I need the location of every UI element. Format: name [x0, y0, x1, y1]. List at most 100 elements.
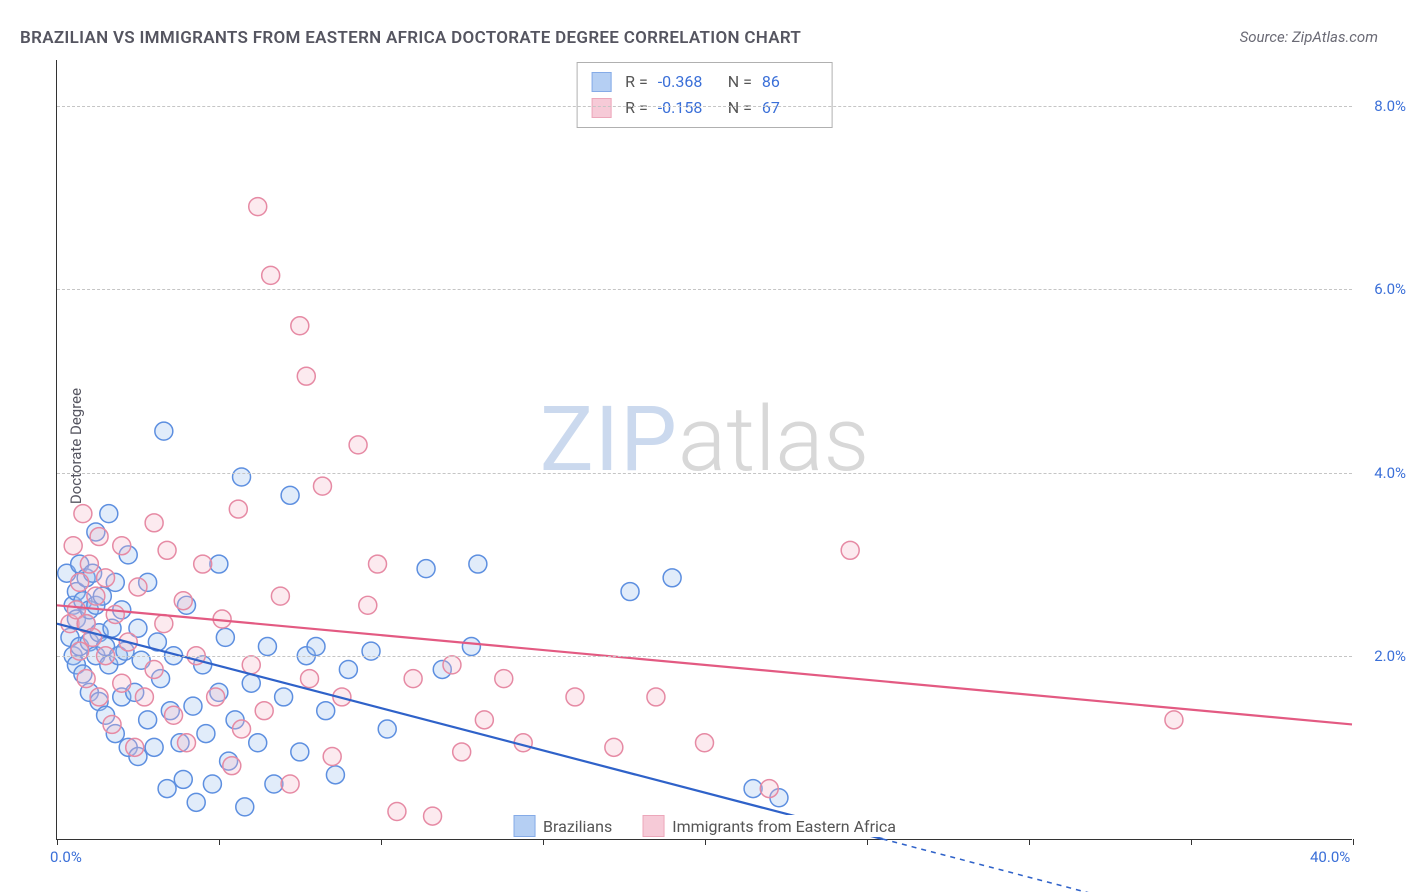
stats-row-series-0: R = -0.368 N = 86	[591, 69, 818, 95]
x-tick	[219, 839, 220, 845]
scatter-point	[317, 702, 335, 720]
scatter-point	[417, 560, 435, 578]
scatter-point	[233, 720, 251, 738]
scatter-point	[326, 766, 344, 784]
scatter-point	[760, 780, 778, 798]
scatter-point	[223, 757, 241, 775]
scatter-point	[462, 638, 480, 656]
chart-source: Source: ZipAtlas.com	[1240, 28, 1378, 46]
r-label-1: R =	[625, 95, 648, 121]
scatter-point	[349, 436, 367, 454]
scatter-point	[145, 660, 163, 678]
scatter-point	[495, 670, 513, 688]
x-origin-label: 0.0%	[50, 848, 82, 866]
legend-item-0: Brazilians	[513, 815, 612, 837]
scatter-point	[236, 798, 254, 816]
scatter-point	[155, 422, 173, 440]
scatter-point	[242, 656, 260, 674]
x-tick	[867, 839, 868, 845]
scatter-point	[443, 656, 461, 674]
scatter-point	[307, 638, 325, 656]
scatter-point	[275, 688, 293, 706]
scatter-point	[145, 514, 163, 532]
n-value-1: 67	[762, 95, 818, 121]
swatch-series-0	[591, 72, 611, 92]
scatter-point	[621, 583, 639, 601]
gridline	[57, 656, 1352, 657]
scatter-point	[475, 711, 493, 729]
scatter-point	[103, 715, 121, 733]
x-tick	[57, 839, 58, 845]
scatter-point	[106, 605, 124, 623]
scatter-point	[158, 780, 176, 798]
scatter-point	[135, 688, 153, 706]
scatter-point	[194, 555, 212, 573]
scatter-point	[301, 670, 319, 688]
scatter-point	[323, 748, 341, 766]
scatter-point	[197, 725, 215, 743]
scatter-point	[255, 702, 273, 720]
gridline	[57, 473, 1352, 474]
plot-area: ZIPatlas R = -0.368 N = 86 R = -0.158 N …	[56, 60, 1352, 840]
scatter-point	[297, 367, 315, 385]
x-tick	[1353, 839, 1354, 845]
x-tick	[705, 839, 706, 845]
scatter-point	[71, 573, 89, 591]
scatter-point	[90, 528, 108, 546]
scatter-point	[404, 670, 422, 688]
scatter-point	[87, 587, 105, 605]
correlation-chart: BRAZILIAN VS IMMIGRANTS FROM EASTERN AFR…	[0, 0, 1406, 892]
scatter-point	[184, 697, 202, 715]
scatter-point	[216, 628, 234, 646]
scatter-point	[113, 537, 131, 555]
scatter-point	[378, 720, 396, 738]
scatter-point	[155, 615, 173, 633]
scatter-point	[74, 505, 92, 523]
scatter-point	[388, 803, 406, 821]
n-label-0: N =	[728, 69, 752, 95]
legend-item-1: Immigrants from Eastern Africa	[642, 815, 896, 837]
y-tick-label: 2.0%	[1374, 647, 1406, 665]
scatter-point	[744, 780, 762, 798]
x-tick	[1191, 839, 1192, 845]
x-tick	[1029, 839, 1030, 845]
scatter-point	[271, 587, 289, 605]
y-tick-label: 8.0%	[1374, 97, 1406, 115]
scatter-point	[339, 660, 357, 678]
swatch-series-1	[591, 98, 611, 118]
gridline	[57, 289, 1352, 290]
stats-row-series-1: R = -0.158 N = 67	[591, 95, 818, 121]
scatter-point	[129, 578, 147, 596]
scatter-point	[265, 775, 283, 793]
scatter-svg	[57, 60, 1352, 839]
scatter-point	[165, 706, 183, 724]
scatter-point	[291, 317, 309, 335]
legend-label-0: Brazilians	[543, 817, 612, 836]
scatter-point	[174, 770, 192, 788]
scatter-point	[207, 688, 225, 706]
scatter-point	[64, 537, 82, 555]
y-tick-label: 6.0%	[1374, 280, 1406, 298]
chart-title: BRAZILIAN VS IMMIGRANTS FROM EASTERN AFR…	[20, 28, 801, 48]
scatter-point	[249, 198, 267, 216]
scatter-point	[187, 793, 205, 811]
scatter-point	[281, 486, 299, 504]
r-value-1: -0.158	[658, 95, 714, 121]
scatter-point	[359, 596, 377, 614]
trend-line-dashed	[883, 839, 1110, 892]
scatter-point	[258, 638, 276, 656]
stats-legend: R = -0.368 N = 86 R = -0.158 N = 67	[576, 62, 833, 128]
gridline	[57, 106, 1352, 107]
scatter-point	[696, 734, 714, 752]
legend-label-1: Immigrants from Eastern Africa	[672, 817, 896, 836]
y-tick-label: 4.0%	[1374, 464, 1406, 482]
scatter-point	[605, 738, 623, 756]
scatter-point	[1165, 711, 1183, 729]
legend-swatch-1	[642, 815, 664, 837]
scatter-point	[647, 688, 665, 706]
scatter-point	[210, 555, 228, 573]
x-tick	[381, 839, 382, 845]
scatter-point	[113, 674, 131, 692]
n-value-0: 86	[762, 69, 818, 95]
scatter-point	[77, 670, 95, 688]
